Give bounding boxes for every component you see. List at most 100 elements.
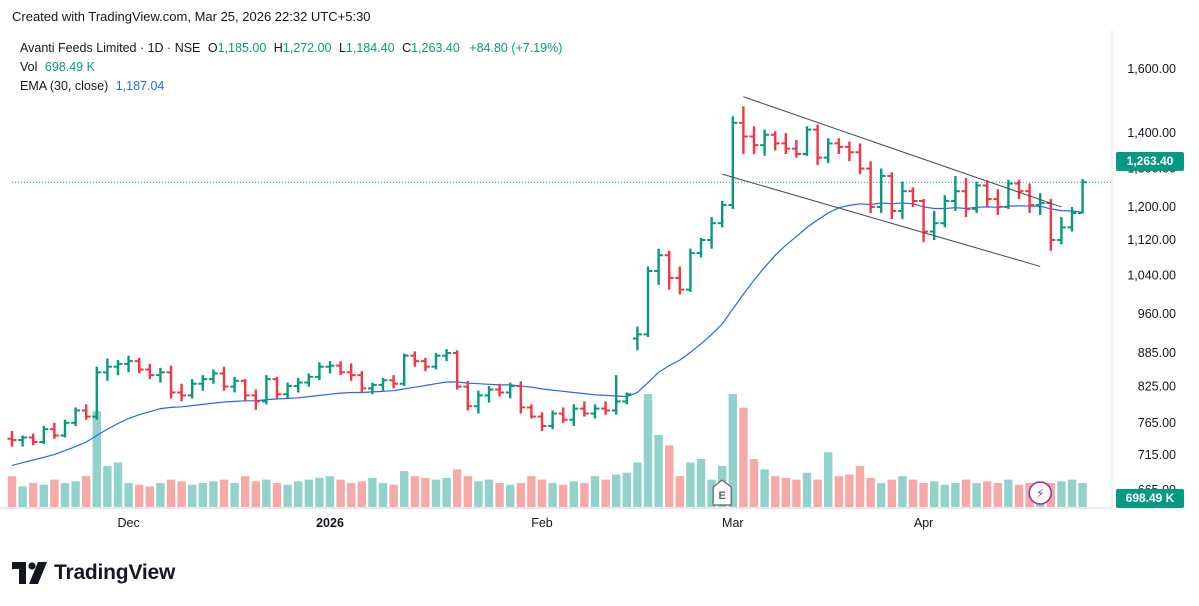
volume-bar: [792, 479, 801, 507]
ohlc-bar: [124, 355, 134, 373]
ohlc-bar: [346, 363, 356, 381]
ohlc-bar: [1046, 199, 1056, 251]
volume-bar: [537, 479, 547, 507]
channel-lower-line: [722, 173, 1041, 267]
tradingview-logo[interactable]: TradingView: [12, 561, 175, 585]
volume-bar: [251, 481, 260, 507]
ohlc-bar: [177, 383, 187, 402]
ohlc-bar: [28, 433, 38, 446]
volume-bar: [431, 479, 441, 507]
change-value: +84.80 (+7.19%): [469, 41, 563, 55]
ohlc-bar: [866, 161, 876, 213]
channel-upper-line: [743, 96, 1062, 208]
y-tick-label: 1,040.00: [1127, 269, 1176, 283]
volume-bar: [294, 481, 303, 507]
volume-bar: [696, 459, 706, 507]
last-price-badge: 1,263.40: [1116, 152, 1184, 171]
volume-bar: [400, 471, 409, 507]
volume-bar: [378, 483, 388, 507]
ohlc-bar: [272, 376, 282, 399]
volume-bar: [166, 479, 176, 507]
ohlc-bar: [781, 133, 791, 155]
volume-bar: [887, 479, 896, 507]
ohlc-bar: [919, 199, 929, 243]
ohlc-bar: [495, 383, 505, 397]
volume-bar: [1078, 483, 1087, 507]
volume-bar: [177, 481, 186, 507]
earnings-marker-shape: [712, 479, 732, 506]
volume-bar: [686, 462, 695, 507]
volume-layer: [7, 394, 1087, 507]
volume-bar: [675, 476, 684, 507]
ema-label[interactable]: EMA (30, close): [20, 79, 109, 93]
ohlc-bar: [1003, 179, 1013, 209]
ohlc-bar: [230, 376, 240, 393]
volume-bar: [198, 483, 207, 507]
x-tick-label: 2026: [316, 516, 344, 530]
event-markers: E ⚡: [712, 479, 1052, 506]
ohlc-bar: [7, 431, 17, 447]
ohlc-bar: [993, 189, 1003, 216]
volume-bar: [1004, 479, 1013, 507]
volume-bar: [304, 479, 313, 507]
low-value: 1,184.40: [345, 41, 395, 55]
y-tick-label: 960.00: [1138, 307, 1176, 321]
volume-bar: [728, 394, 737, 507]
tradingview-logo-icon: [12, 562, 47, 584]
ohlc-bar: [876, 168, 886, 213]
volume-bar: [749, 459, 759, 507]
split-marker: ⚡: [1028, 481, 1052, 505]
volume-bar: [771, 476, 780, 507]
ohlc-bar: [314, 362, 324, 381]
volume-bar: [813, 479, 822, 507]
ema-line: [11, 202, 1083, 466]
volume-bar: [39, 484, 48, 507]
volume-bar: [569, 481, 578, 507]
volume-bar: [824, 452, 833, 507]
close-label: C: [402, 41, 412, 55]
symbol-name[interactable]: Avanti Feeds Limited · 1D · NSE: [20, 41, 201, 55]
x-tick-label: Dec: [117, 516, 139, 530]
volume-bar: [622, 472, 631, 507]
volume-bar: [7, 476, 17, 507]
ohlc-bar: [664, 250, 674, 290]
volume-bar: [219, 479, 229, 507]
volume-bar: [983, 481, 992, 507]
ohlc-bar: [60, 419, 70, 438]
ohlc-bar: [569, 404, 579, 426]
ema-value: 1,187.04: [115, 79, 165, 93]
ohlc-bar: [696, 237, 706, 258]
ohlc-bar: [484, 386, 494, 403]
ohlc-bar: [410, 351, 420, 367]
ohlc-bar: [1067, 206, 1077, 232]
volume-bar: [612, 474, 621, 507]
ohlc-bar: [357, 371, 367, 393]
ohlc-bar: [590, 404, 600, 419]
ohlc-bar: [813, 124, 823, 165]
ohlc-bar: [81, 404, 91, 420]
channel-layer: [722, 96, 1062, 267]
ohlc-bar: [336, 361, 346, 376]
volume-bar: [972, 483, 981, 507]
ohlc-bar: [49, 422, 59, 439]
volume-label[interactable]: Vol: [20, 60, 38, 74]
volume-bar: [188, 484, 197, 507]
volume-bar: [315, 477, 324, 507]
ohlc-bar: [908, 187, 918, 207]
volume-bar: [1014, 484, 1024, 507]
volume-bar: [951, 483, 960, 507]
ohlc-bar: [887, 172, 897, 220]
ohlc-bar: [92, 366, 102, 420]
ohlc-bar: [251, 389, 261, 410]
volume-bar: [135, 484, 144, 507]
volume-bar: [113, 462, 123, 507]
ohlc-bar: [802, 126, 812, 156]
volume-bar: [1057, 481, 1066, 507]
ohlc-bar: [208, 369, 218, 384]
ohlc-bar: [452, 350, 462, 390]
volume-bar: [336, 479, 345, 507]
ohlc-bar: [325, 361, 335, 374]
chart-legend: Avanti Feeds Limited · 1D · NSE O1,185.0…: [20, 39, 562, 96]
ohlc-bar: [378, 377, 388, 391]
